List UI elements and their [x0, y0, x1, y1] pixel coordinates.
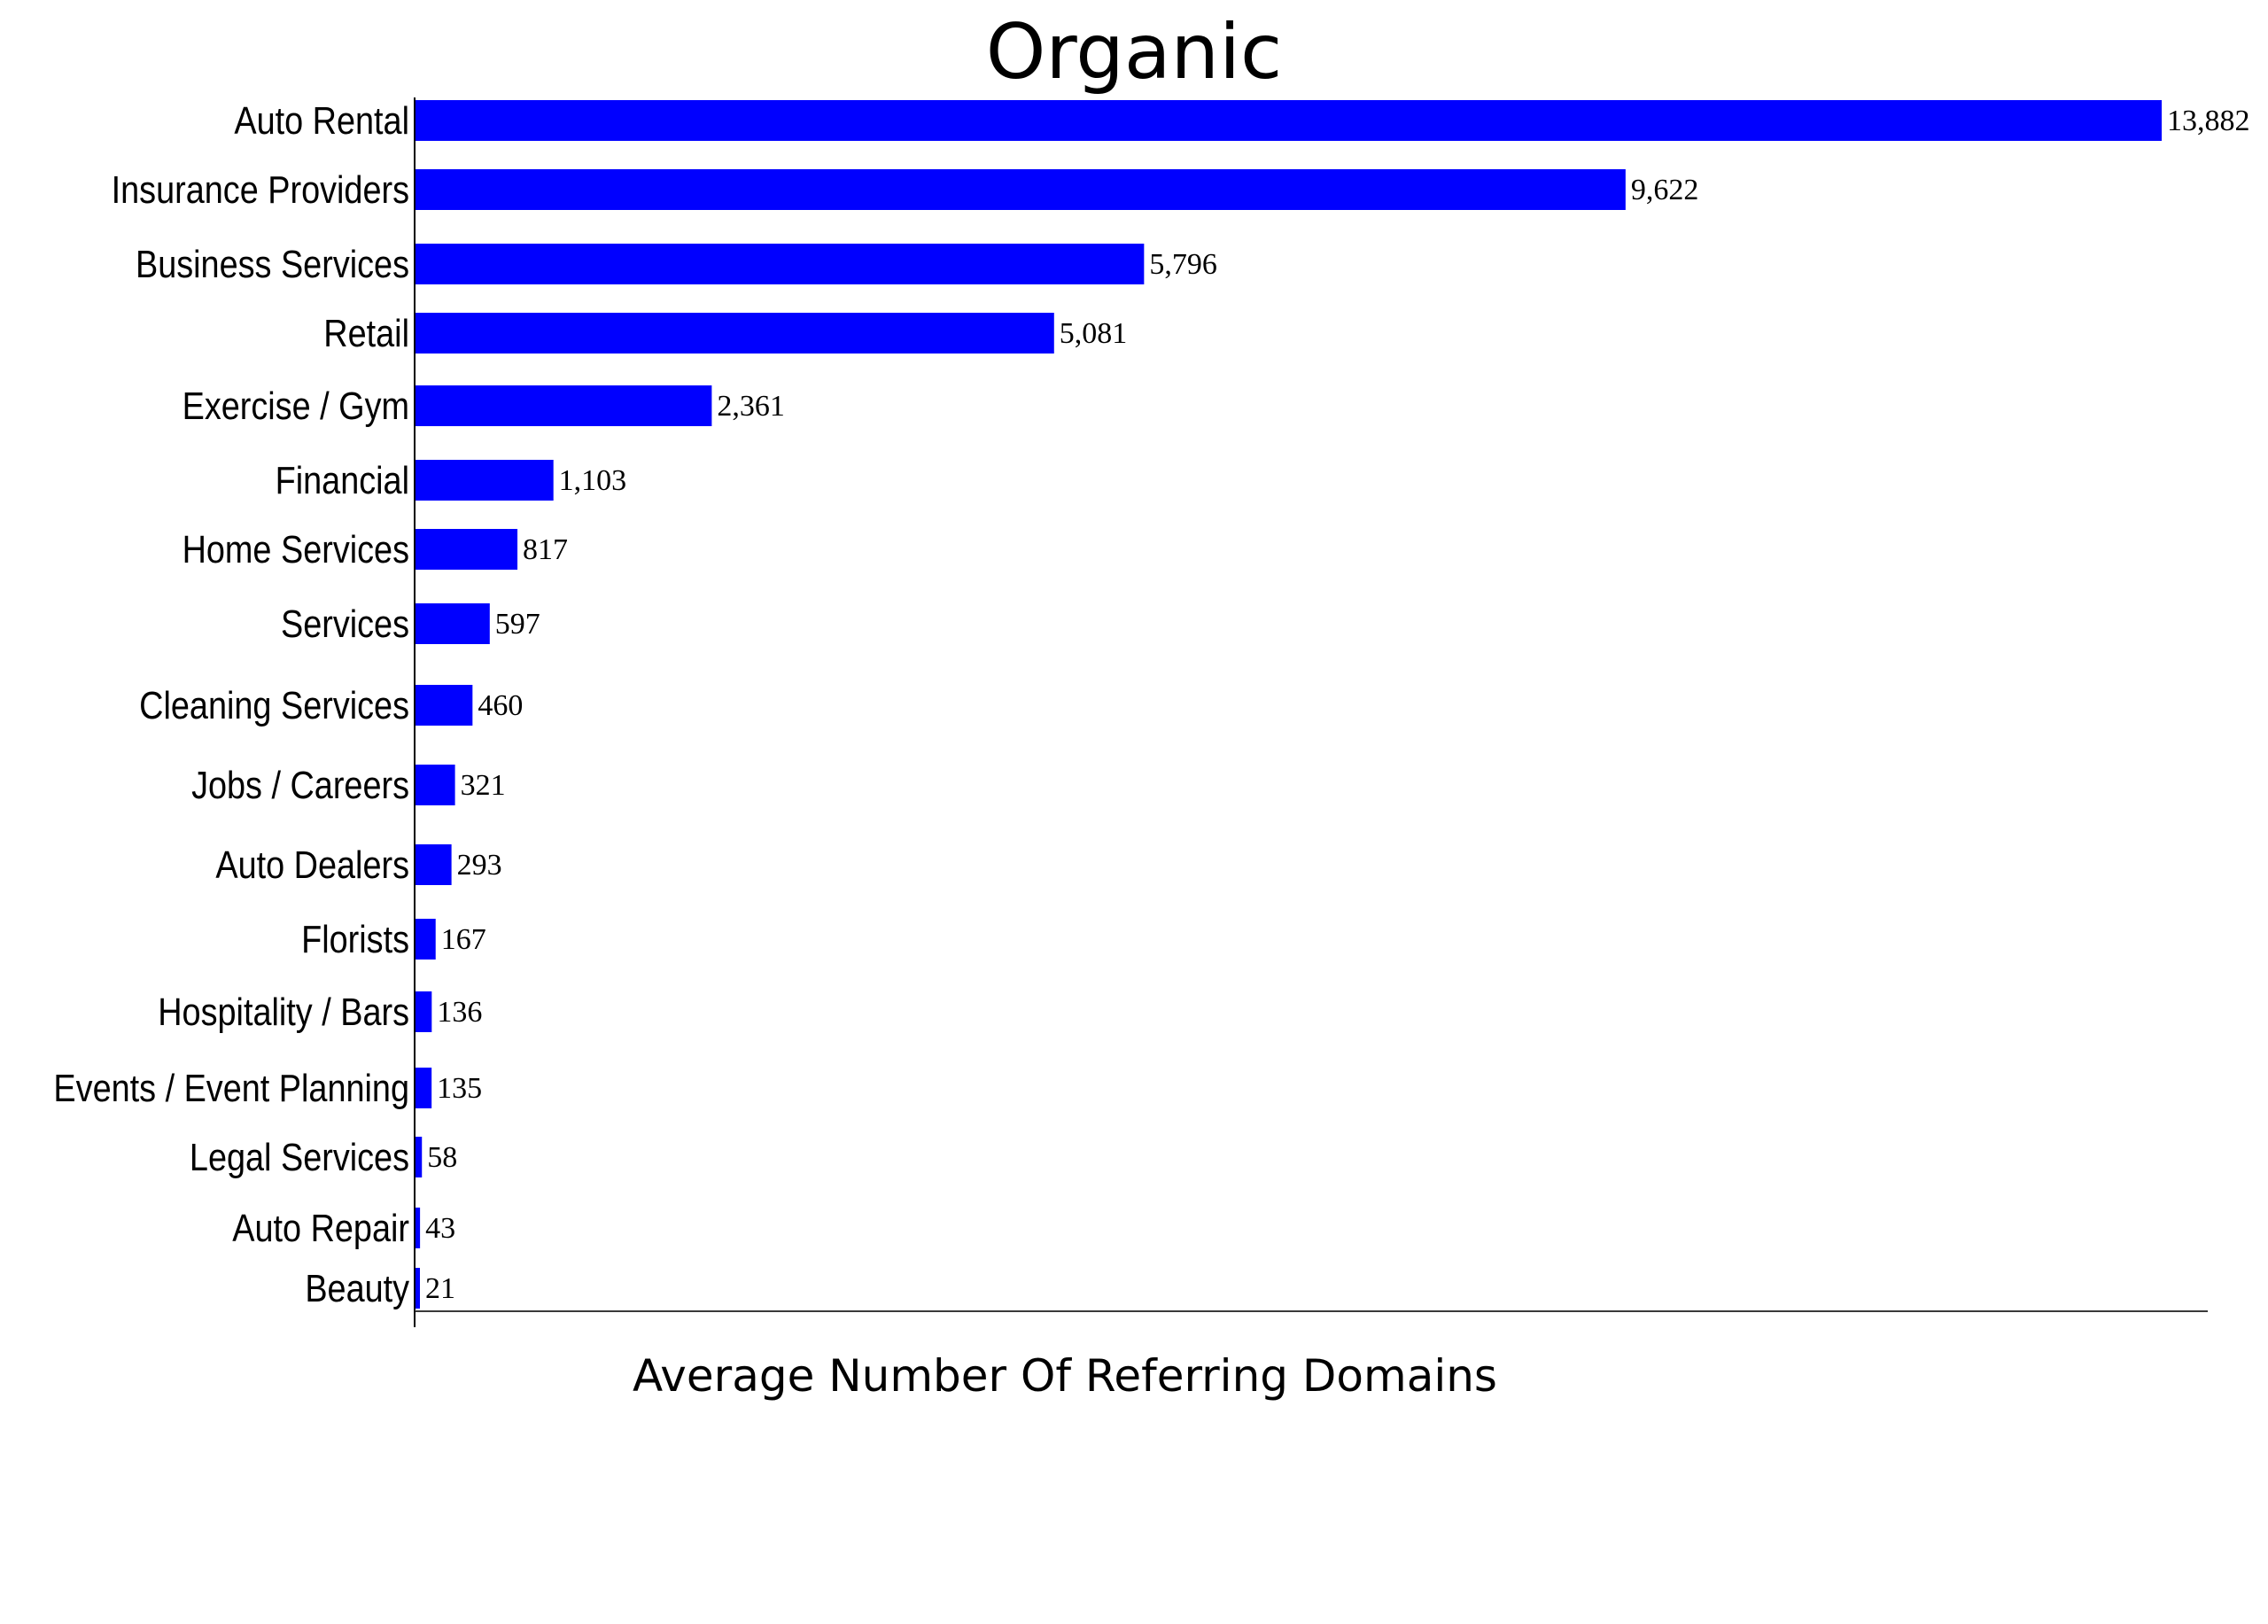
- category-label-8: Cleaning Services: [139, 683, 409, 727]
- bar-7: [415, 603, 490, 644]
- value-label-6: 817: [523, 533, 568, 566]
- bar-14: [415, 1137, 423, 1177]
- bar-12: [415, 991, 432, 1032]
- value-label-9: 321: [461, 769, 506, 802]
- bar-1: [415, 169, 1626, 210]
- bar-5: [415, 460, 554, 501]
- value-label-13: 135: [437, 1072, 482, 1105]
- bar-9: [415, 765, 455, 805]
- bar-13: [415, 1068, 432, 1108]
- bar-6: [415, 529, 518, 570]
- value-label-1: 9,622: [1631, 174, 1699, 206]
- bar-2: [415, 244, 1145, 284]
- value-label-15: 43: [425, 1212, 455, 1245]
- category-label-0: Auto Rental: [234, 98, 409, 142]
- value-label-11: 167: [441, 923, 486, 956]
- category-label-6: Home Services: [183, 527, 409, 571]
- value-label-5: 1,103: [559, 464, 627, 497]
- value-labels: 13,882 9,622 5,796 5,081 2,361 1,103 817 597 460…: [425, 105, 2250, 1305]
- category-label-7: Services: [281, 602, 409, 645]
- category-label-4: Exercise / Gym: [183, 384, 409, 427]
- category-label-14: Legal Services: [190, 1135, 409, 1178]
- category-label-12: Hospitality / Bars: [158, 990, 409, 1033]
- x-axis-label: Average Number Of Referring Domains: [633, 1350, 1497, 1402]
- value-label-4: 2,361: [717, 390, 785, 423]
- category-label-5: Financial: [276, 458, 409, 501]
- value-label-14: 58: [427, 1141, 457, 1174]
- value-label-12: 136: [437, 996, 482, 1029]
- category-label-2: Business Services: [136, 242, 409, 285]
- value-label-0: 13,882: [2167, 105, 2250, 137]
- category-label-3: Retail: [323, 311, 409, 354]
- bar-10: [415, 844, 452, 885]
- bar-16: [415, 1268, 420, 1309]
- bar-11: [415, 919, 436, 960]
- category-label-11: Florists: [301, 917, 409, 960]
- bar-15: [415, 1208, 421, 1248]
- value-label-3: 5,081: [1060, 317, 1128, 350]
- value-label-16: 21: [425, 1272, 455, 1305]
- category-label-16: Beauty: [305, 1266, 409, 1309]
- bar-3: [415, 313, 1054, 354]
- category-label-13: Events / Event Planning: [53, 1066, 409, 1109]
- category-label-9: Jobs / Careers: [191, 763, 409, 806]
- bar-0: [415, 100, 2162, 141]
- value-label-2: 5,796: [1149, 248, 1217, 281]
- bar-4: [415, 385, 712, 426]
- bars-layer: [415, 100, 2162, 1309]
- chart-title: Organic: [986, 8, 1283, 97]
- category-labels: Auto Rental Insurance Providers Business S…: [53, 98, 409, 1309]
- bar-8: [415, 685, 473, 726]
- category-label-10: Auto Dealers: [215, 843, 409, 886]
- category-label-15: Auto Repair: [232, 1206, 409, 1249]
- value-label-8: 460: [478, 689, 523, 722]
- value-label-10: 293: [457, 849, 502, 882]
- category-label-1: Insurance Providers: [112, 167, 409, 211]
- value-label-7: 597: [495, 608, 540, 641]
